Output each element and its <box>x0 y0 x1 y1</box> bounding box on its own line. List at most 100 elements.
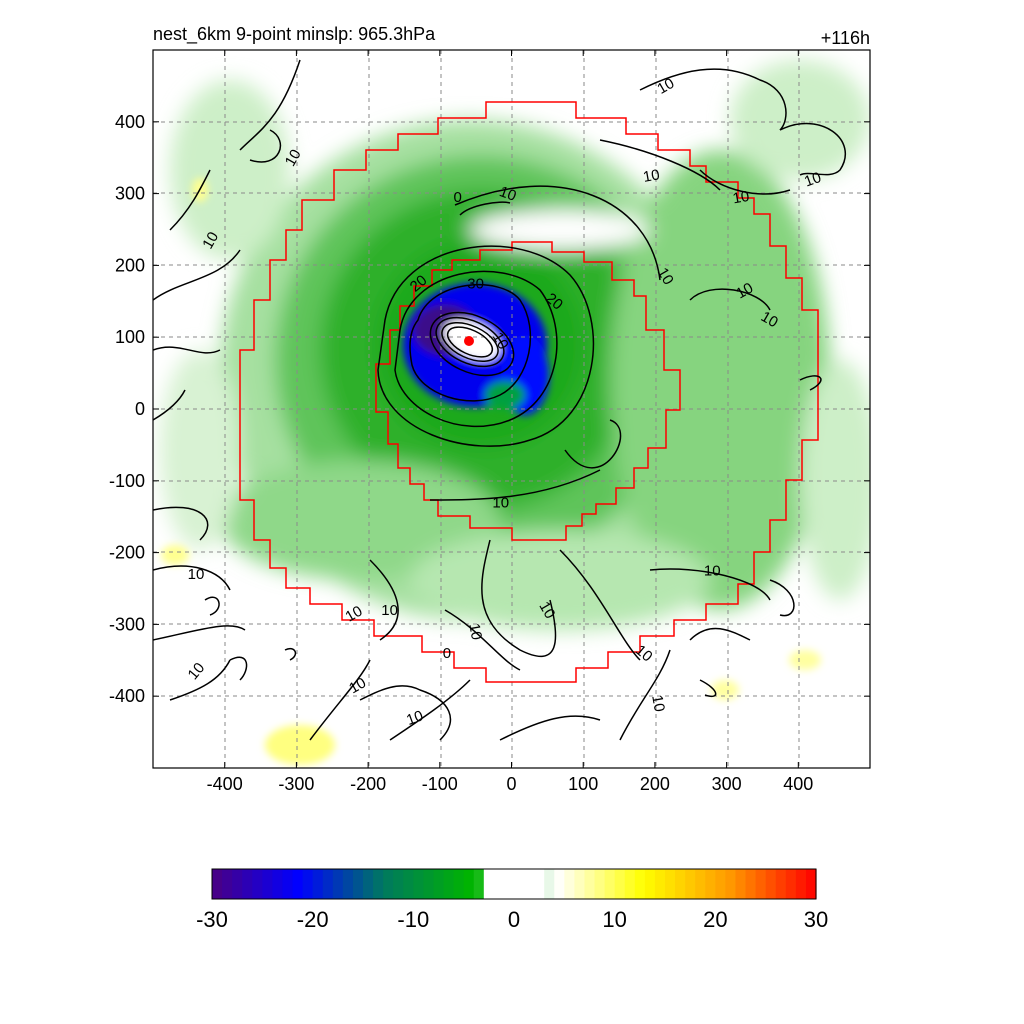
colorbar-swatch <box>574 869 586 899</box>
colorbar: -30 -20 -10 0 10 20 30 <box>196 868 828 932</box>
colorbar-swatch <box>624 869 636 899</box>
colorbar-swatch <box>232 869 243 899</box>
contour-label: 10 <box>802 169 823 191</box>
colorbar-swatch <box>685 869 696 899</box>
colorbar-tick-label: 0 <box>508 907 520 932</box>
colorbar-swatch <box>775 869 787 899</box>
colorbar-swatch <box>644 869 656 899</box>
colorbar-swatch <box>564 869 575 899</box>
colorbar-swatch <box>342 869 354 899</box>
colorbar-swatch <box>665 869 676 899</box>
contour-lines <box>153 59 847 741</box>
x-tick-label: -300 <box>278 774 314 794</box>
contour-label: 10 <box>199 229 222 252</box>
colorbar-swatch <box>604 869 616 899</box>
outer-ring <box>239 101 819 683</box>
colorbar-swatch <box>745 869 757 899</box>
y-tick-label: 100 <box>115 327 145 347</box>
colorbar-swatch <box>594 869 606 899</box>
eyewall-shading <box>403 283 549 415</box>
colorbar-swatch <box>413 869 424 899</box>
colorbar-swatch <box>725 869 737 899</box>
colorbar-swatch <box>352 869 364 899</box>
x-tick-label: 300 <box>712 774 742 794</box>
contour-label: 30 <box>467 275 484 292</box>
colorbar-swatch <box>373 869 384 899</box>
contour-label: 10 <box>758 308 781 331</box>
inner-ring <box>375 241 681 541</box>
colorbar-swatch <box>755 869 767 899</box>
colorbar-swatch <box>765 869 777 899</box>
x-tick-label: -200 <box>350 774 386 794</box>
colorbar-swatch <box>514 869 525 899</box>
contour-label: 10 <box>731 188 750 208</box>
colorbar-swatch <box>312 869 324 899</box>
contour-label: 0 <box>454 189 462 206</box>
y-tick-label: -100 <box>109 471 145 491</box>
colorbar-tick-label: 30 <box>804 907 828 932</box>
colorbar-swatch <box>654 869 666 899</box>
colorbar-swatch <box>433 869 445 899</box>
colorbar-swatch <box>292 869 304 899</box>
contour-label: 10 <box>497 183 518 205</box>
colorbar-swatch <box>322 869 334 899</box>
colorbar-tick-label: 10 <box>602 907 626 932</box>
colorbar-tick-label: -20 <box>297 907 329 932</box>
colorbar-swatch <box>262 869 273 899</box>
colorbar-swatch <box>272 869 284 899</box>
y-tick-label: -400 <box>109 686 145 706</box>
colorbar-swatch <box>302 869 314 899</box>
contour-label: 10 <box>381 602 398 619</box>
colorbar-swatch <box>634 869 646 899</box>
contour-label: 10 <box>492 494 509 511</box>
colorbar-swatch <box>453 869 465 899</box>
colorbar-swatch <box>584 869 596 899</box>
colorbar-tick-label: -10 <box>397 907 429 932</box>
colorbar-swatch <box>363 869 374 899</box>
contour-label: 10 <box>733 279 756 302</box>
contour-label: 10 <box>648 694 668 713</box>
colorbar-swatch <box>483 869 495 899</box>
colorbar-swatch <box>695 869 706 899</box>
contour-label: 10 <box>346 674 369 697</box>
x-tick-label: 400 <box>783 774 813 794</box>
y-tick-label: 0 <box>135 399 145 419</box>
y-tick-label: -300 <box>109 614 145 634</box>
contour-label: 10 <box>343 603 366 626</box>
colorbar-swatch <box>614 869 626 899</box>
storm-center-marker <box>464 336 474 346</box>
colorbar-swatch <box>423 869 435 899</box>
colorbar-swatch <box>795 869 807 899</box>
colorbar-swatch <box>212 869 223 899</box>
chart-title: nest_6km 9-point minslp: 965.3hPa <box>153 24 436 45</box>
x-tick-label: 0 <box>506 774 516 794</box>
contour-label: 10 <box>188 566 205 583</box>
colorbar-swatch <box>503 869 515 899</box>
x-tick-label: -400 <box>207 774 243 794</box>
y-tick-label: -200 <box>109 543 145 563</box>
y-tick-label: 400 <box>115 112 145 132</box>
colorbar-swatch <box>705 869 716 899</box>
colorbar-tick-label: 20 <box>703 907 727 932</box>
x-tick-label: 100 <box>568 774 598 794</box>
contour-label: 10 <box>404 707 425 729</box>
colorbar-swatch <box>534 869 545 899</box>
colorbar-swatch <box>242 869 253 899</box>
contour-label: 10 <box>642 166 661 186</box>
colorbar-swatch <box>443 869 455 899</box>
x-tick-label: 200 <box>640 774 670 794</box>
contour-label: 10 <box>654 75 677 98</box>
colorbar-swatch <box>785 869 797 899</box>
colorbar-swatch <box>715 869 726 899</box>
colorbar-swatch <box>403 869 414 899</box>
y-tick-label: 300 <box>115 184 145 204</box>
contour-label: 10 <box>465 622 485 641</box>
colorbar-swatch <box>544 869 555 899</box>
colorbar-swatch <box>675 869 686 899</box>
contour-label: 10 <box>282 146 305 169</box>
colorbar-swatch <box>554 869 565 899</box>
colorbar-tick-label: -30 <box>196 907 228 932</box>
colorbar-swatches <box>212 869 817 899</box>
